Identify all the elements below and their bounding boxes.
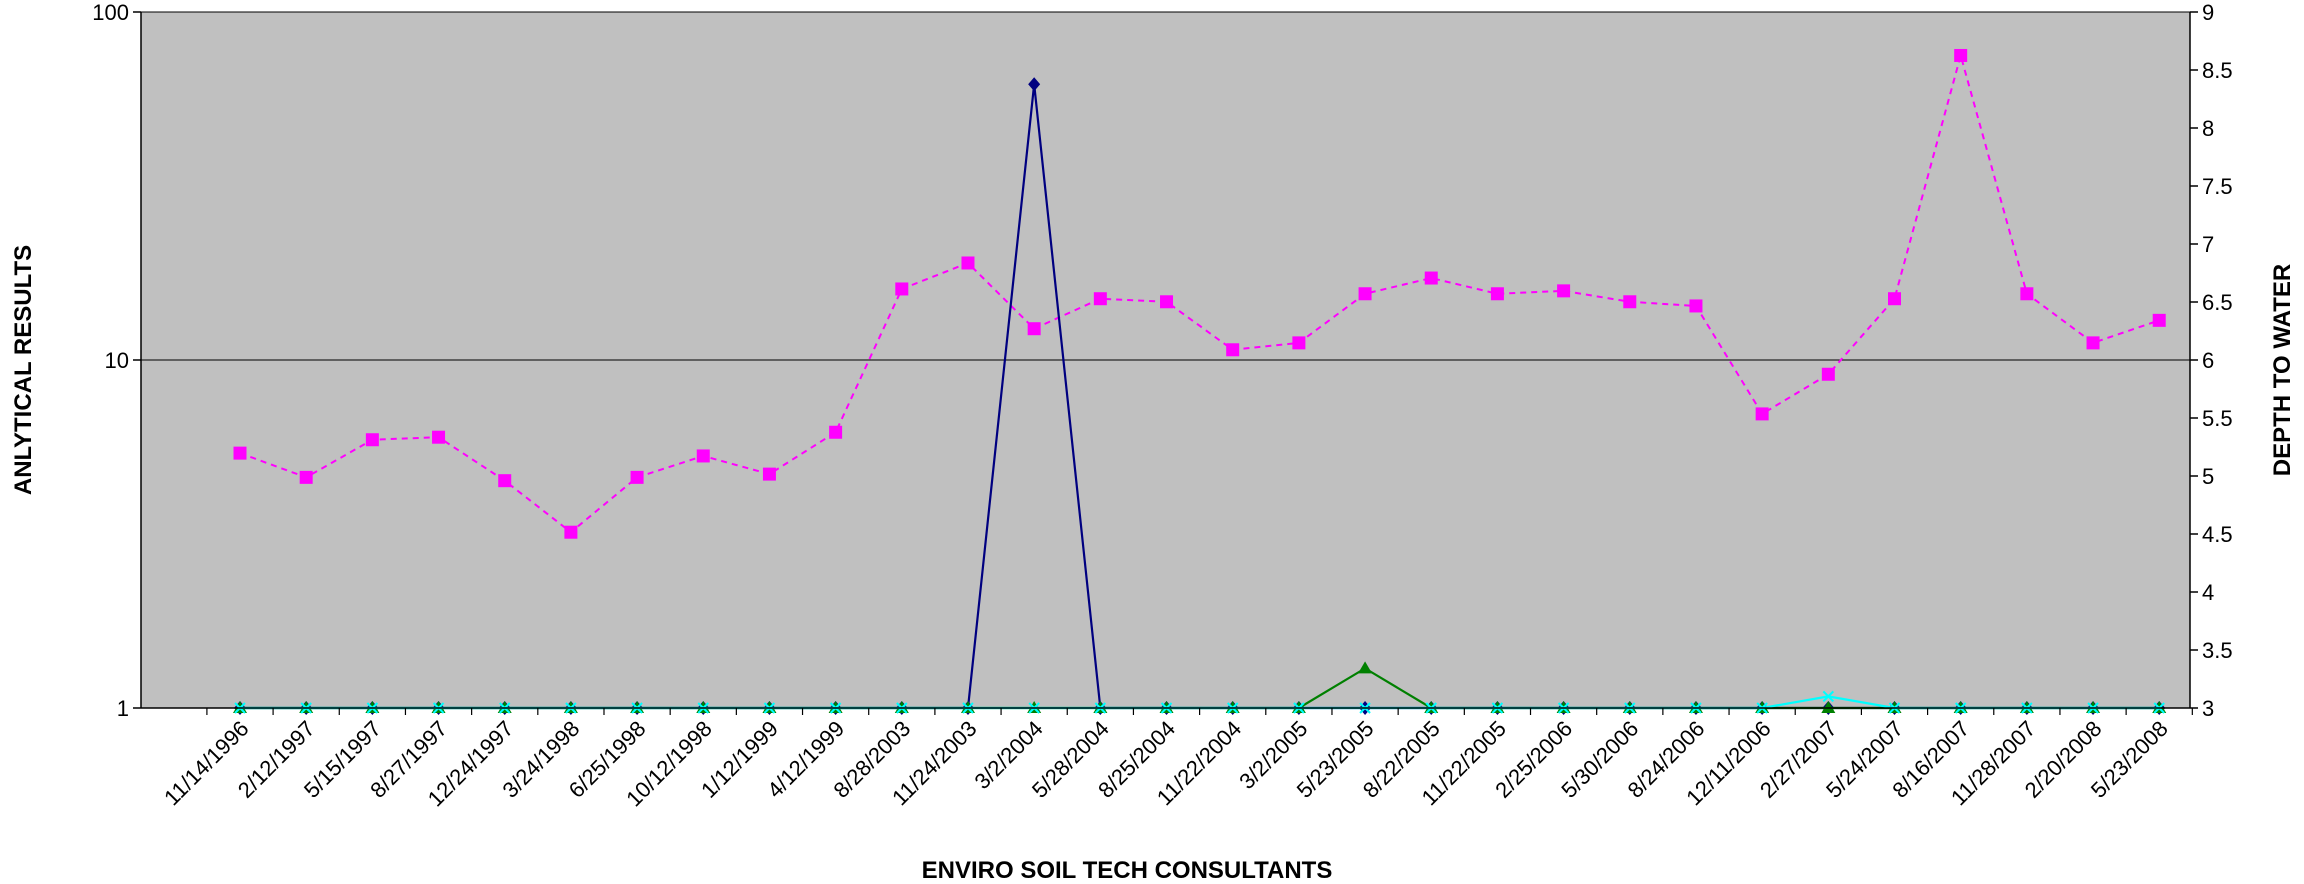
y-tick-label: 100 <box>92 0 129 25</box>
data-point <box>1093 292 1107 306</box>
x-axis-ticks: 11/14/19962/12/19975/15/19978/27/199712/… <box>159 708 2193 811</box>
y-tick-label: 1 <box>117 696 129 721</box>
y2-tick-label: 7.5 <box>2202 174 2233 199</box>
y2-tick-label: 4.5 <box>2202 522 2233 547</box>
y-tick-label: 10 <box>105 348 129 373</box>
data-point <box>365 433 379 447</box>
data-point <box>1358 287 1372 301</box>
data-point <box>1821 367 1835 381</box>
data-point <box>299 470 313 484</box>
data-point <box>1292 336 1306 350</box>
data-point <box>696 449 710 463</box>
series-line <box>239 51 2160 534</box>
y2-tick-label: 5 <box>2202 464 2214 489</box>
data-point <box>1623 295 1637 309</box>
data-point <box>1160 295 1174 309</box>
y2-tick-label: 3 <box>2202 696 2214 721</box>
data-point <box>1755 407 1769 421</box>
data-point <box>1821 701 1836 713</box>
y2-tick-label: 3.5 <box>2202 638 2233 663</box>
data-point <box>1226 343 1240 357</box>
data-point <box>1358 661 1373 674</box>
y-axis-ticks: 1 10 100 <box>92 0 141 721</box>
data-point <box>1557 284 1571 298</box>
data-point <box>1888 292 1901 306</box>
data-point <box>829 425 843 439</box>
y2-tick-label: 8 <box>2202 116 2214 141</box>
y2-tick-label: 7 <box>2202 232 2214 257</box>
data-point <box>1028 77 1041 92</box>
data-point <box>233 446 247 460</box>
data-point <box>432 430 446 444</box>
series-1 <box>233 48 2166 539</box>
y2-tick-label: 8.5 <box>2202 58 2233 83</box>
data-point <box>2152 313 2166 327</box>
y2-axis-ticks: 3 3.5 4 4.5 5 5.5 6 6.5 7 7.5 8 8.5 9 <box>2190 0 2233 721</box>
y2-tick-label: 5.5 <box>2202 406 2233 431</box>
data-point <box>895 282 909 296</box>
data-point <box>762 467 776 481</box>
data-point <box>961 256 975 270</box>
data-point <box>2020 287 2034 301</box>
data-point <box>2086 336 2100 350</box>
y2-tick-label: 6 <box>2202 348 2214 373</box>
y-axis-title: ANLYTICAL RESULTS <box>10 245 37 495</box>
y2-tick-label: 9 <box>2202 0 2214 25</box>
y2-tick-label: 6.5 <box>2202 290 2233 315</box>
y2-tick-label: 4 <box>2202 580 2214 605</box>
data-point <box>1490 287 1504 301</box>
y2-axis-title: DEPTH TO WATER <box>2269 264 2296 476</box>
data-point <box>498 474 512 488</box>
x-tick-label: 11/14/1996 <box>159 716 253 810</box>
data-point <box>1954 48 1968 62</box>
data-point <box>564 525 578 539</box>
data-point <box>630 470 644 484</box>
data-point <box>1689 299 1703 313</box>
x-axis-title: ENVIRO SOIL TECH CONSULTANTS <box>922 857 1333 884</box>
data-point <box>1424 271 1438 285</box>
data-point <box>1027 322 1041 336</box>
data-point <box>1822 690 1835 703</box>
